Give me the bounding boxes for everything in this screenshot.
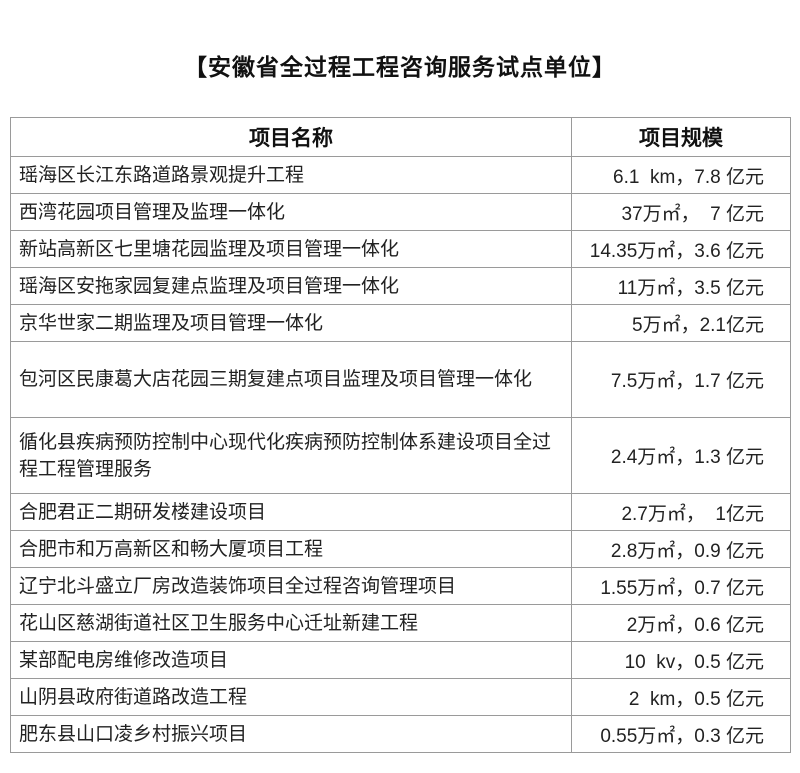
project-scale: 5万㎡，2.1亿元: [571, 304, 791, 342]
project-name: 包河区民康葛大店花园三期复建点项目监理及项目管理一体化: [10, 341, 572, 418]
table-row: 合肥市和万高新区和畅大厦项目工程 2.8万㎡，0.9 亿元: [10, 530, 791, 568]
project-name: 瑶海区安拖家园复建点监理及项目管理一体化: [10, 267, 572, 305]
header-project-scale: 项目规模: [571, 117, 791, 157]
project-name: 瑶海区长江东路道路景观提升工程: [10, 156, 572, 194]
table-row: 京华世家二期监理及项目管理一体化 5万㎡，2.1亿元: [10, 304, 791, 342]
table-row: 某部配电房维修改造项目 10 kv，0.5 亿元: [10, 641, 791, 679]
table-row: 山阴县政府街道路改造工程 2 km，0.5 亿元: [10, 678, 791, 716]
project-scale: 10 kv，0.5 亿元: [571, 641, 791, 679]
project-scale: 37万㎡， 7 亿元: [571, 193, 791, 231]
project-name: 肥东县山口凌乡村振兴项目: [10, 715, 572, 753]
project-scale: 1.55万㎡，0.7 亿元: [571, 567, 791, 605]
table-row: 瑶海区长江东路道路景观提升工程 6.1 km，7.8 亿元: [10, 156, 791, 194]
project-scale: 2 km，0.5 亿元: [571, 678, 791, 716]
project-name: 山阴县政府街道路改造工程: [10, 678, 572, 716]
project-scale: 2.4万㎡，1.3 亿元: [571, 417, 791, 494]
table-row: 包河区民康葛大店花园三期复建点项目监理及项目管理一体化 7.5万㎡，1.7 亿元: [10, 341, 791, 418]
page-title: 【安徽省全过程工程咨询服务试点单位】: [184, 54, 616, 80]
project-name: 新站高新区七里塘花园监理及项目管理一体化: [10, 230, 572, 268]
project-name: 合肥君正二期研发楼建设项目: [10, 493, 572, 531]
project-scale: 2.7万㎡， 1亿元: [571, 493, 791, 531]
project-name: 京华世家二期监理及项目管理一体化: [10, 304, 572, 342]
table-row: 花山区慈湖街道社区卫生服务中心迁址新建工程 2万㎡，0.6 亿元: [10, 604, 791, 642]
project-name: 某部配电房维修改造项目: [10, 641, 572, 679]
header-project-name: 项目名称: [10, 117, 572, 157]
project-name: 花山区慈湖街道社区卫生服务中心迁址新建工程: [10, 604, 572, 642]
project-name: 辽宁北斗盛立厂房改造装饰项目全过程咨询管理项目: [10, 567, 572, 605]
table-row: 循化县疾病预防控制中心现代化疾病预防控制体系建设项目全过程工程管理服务 2.4万㎡…: [10, 417, 791, 494]
project-scale: 14.35万㎡，3.6 亿元: [571, 230, 791, 268]
project-scale: 0.55万㎡，0.3 亿元: [571, 715, 791, 753]
project-name: 循化县疾病预防控制中心现代化疾病预防控制体系建设项目全过程工程管理服务: [10, 417, 572, 494]
project-scale: 7.5万㎡，1.7 亿元: [571, 341, 791, 418]
table-row: 新站高新区七里塘花园监理及项目管理一体化 14.35万㎡，3.6 亿元: [10, 230, 791, 268]
table-row: 合肥君正二期研发楼建设项目 2.7万㎡， 1亿元: [10, 493, 791, 531]
project-scale: 11万㎡，3.5 亿元: [571, 267, 791, 305]
table-row: 辽宁北斗盛立厂房改造装饰项目全过程咨询管理项目 1.55万㎡，0.7 亿元: [10, 567, 791, 605]
table-header-row: 项目名称 项目规模: [10, 117, 791, 157]
project-name: 合肥市和万高新区和畅大厦项目工程: [10, 530, 572, 568]
project-scale: 2万㎡，0.6 亿元: [571, 604, 791, 642]
project-name: 西湾花园项目管理及监理一体化: [10, 193, 572, 231]
table-row: 瑶海区安拖家园复建点监理及项目管理一体化 11万㎡，3.5 亿元: [10, 267, 791, 305]
projects-table: 项目名称 项目规模 瑶海区长江东路道路景观提升工程 6.1 km，7.8 亿元 西湾…: [10, 117, 791, 753]
project-scale: 2.8万㎡，0.9 亿元: [571, 530, 791, 568]
table-row: 肥东县山口凌乡村振兴项目 0.55万㎡，0.3 亿元: [10, 715, 791, 753]
table-row: 西湾花园项目管理及监理一体化 37万㎡， 7 亿元: [10, 193, 791, 231]
project-scale: 6.1 km，7.8 亿元: [571, 156, 791, 194]
